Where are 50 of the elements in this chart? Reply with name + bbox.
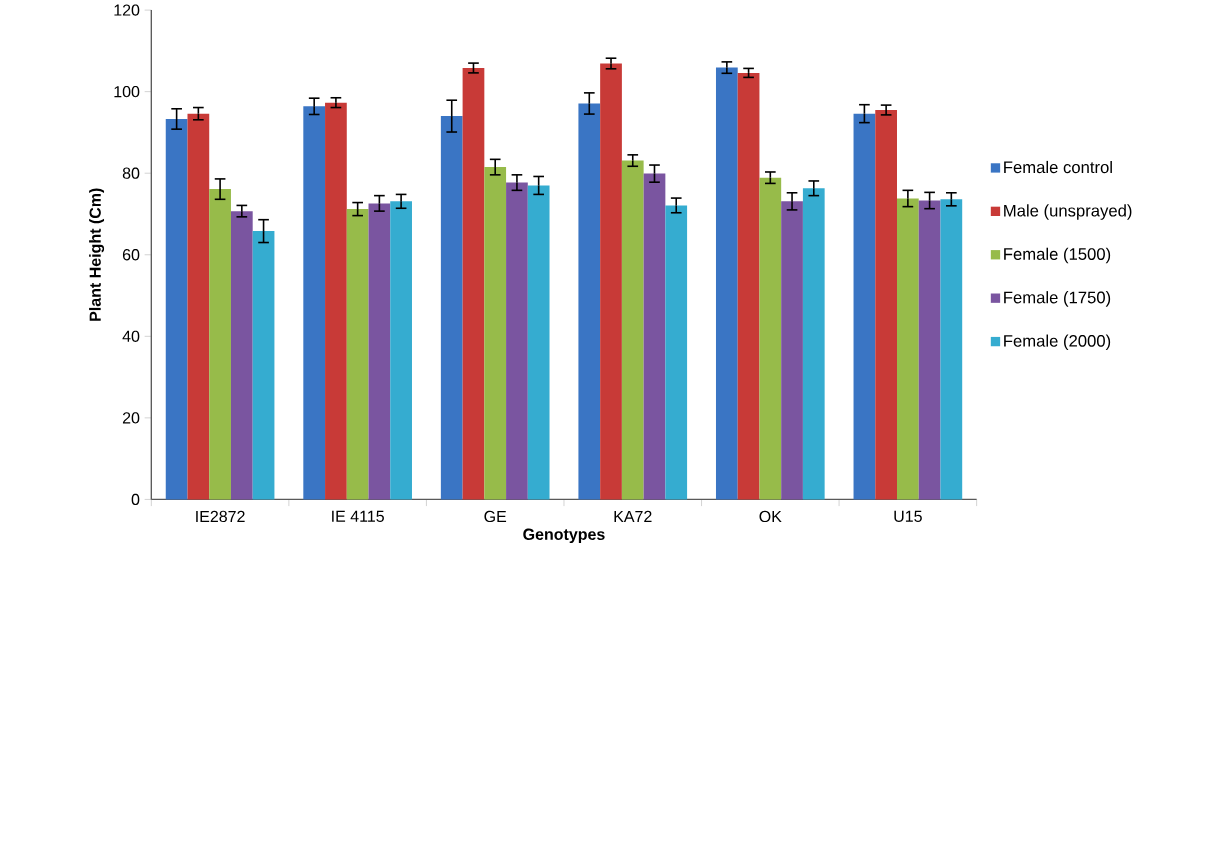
x-tick-label: GE [484, 510, 507, 522]
bar [209, 188, 231, 500]
bar [346, 208, 369, 500]
y-tick-label: 60 [122, 248, 140, 261]
legend-label: Female (2000) [1004, 334, 1111, 350]
x-tick-label: IE 4115 [332, 510, 384, 522]
y-tick-label: 40 [122, 330, 140, 342]
legend-label: Female (1750) [1004, 290, 1111, 307]
y-tick-label: 0 [131, 493, 140, 505]
x-tick-label: IE2872 [196, 510, 245, 522]
bar [643, 173, 666, 500]
bar [506, 182, 528, 500]
y-axis-title: Plant Height (Cm) [89, 188, 105, 321]
bar [918, 200, 941, 500]
bar [781, 201, 803, 500]
bar [897, 198, 919, 500]
bar [462, 67, 485, 500]
x-tick-label: U15 [894, 510, 922, 522]
bar [715, 67, 738, 500]
bar [621, 160, 644, 500]
bar [527, 185, 550, 500]
bar [600, 63, 622, 500]
y-tick-label: 100 [114, 85, 140, 98]
bar [940, 199, 963, 500]
bar [853, 113, 876, 500]
bar [484, 166, 507, 500]
bar [737, 72, 760, 500]
bar [440, 115, 463, 500]
legend-label: Female (1500) [1004, 247, 1111, 264]
bar [230, 210, 253, 500]
x-tick-label: OK [759, 510, 782, 522]
bar [390, 201, 412, 500]
legend-label: Male (unsprayed) [1004, 204, 1132, 220]
bar [875, 109, 897, 500]
bar [325, 102, 347, 500]
y-tick-label: 20 [122, 412, 140, 424]
x-tick-label: KA72 [614, 510, 652, 522]
bar [802, 188, 825, 500]
legend-label: Female control [1004, 160, 1112, 173]
bar [759, 177, 782, 500]
bar [165, 118, 188, 500]
bar [578, 103, 601, 500]
bar [252, 230, 275, 500]
y-tick-label: 120 [114, 4, 140, 16]
bar [665, 205, 688, 500]
bar [368, 203, 391, 500]
bar [187, 113, 210, 500]
y-tick-label: 80 [122, 167, 140, 179]
x-axis-title: Genotypes [523, 528, 605, 543]
bar [303, 106, 326, 500]
